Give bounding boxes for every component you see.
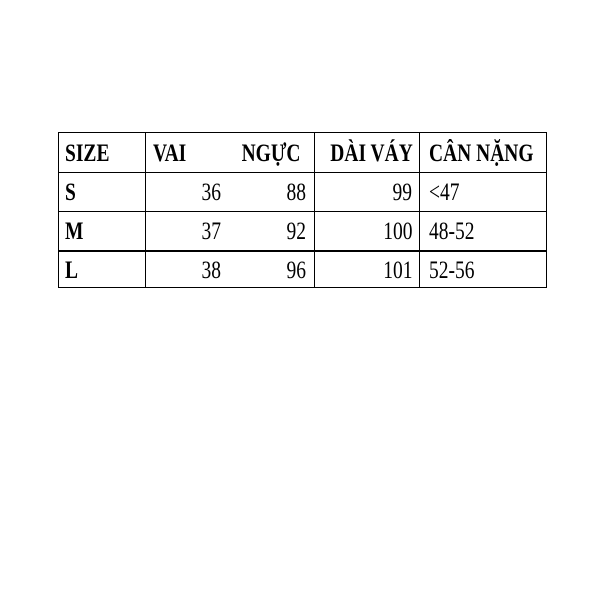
cell-dai-vay: 100	[382, 218, 412, 245]
cell-vai: 36	[201, 179, 222, 206]
header-can-nang: CÂN NẶNG	[429, 140, 534, 167]
cell-can-nang: 52-56	[429, 257, 475, 284]
size-table: SIZE VAI NGỰC DÀI VÁY CÂN NẶNG S 36 88 9…	[58, 132, 547, 288]
header-dai-vay: DÀI VÁY	[330, 140, 413, 167]
cell-can-nang: <47	[429, 179, 460, 206]
header-size: SIZE	[65, 140, 110, 167]
row-divider	[59, 250, 546, 252]
cell-dai-vay: 99	[392, 179, 413, 206]
cell-nguc: 96	[286, 257, 307, 284]
cell-nguc: 92	[286, 218, 307, 245]
column-divider	[419, 133, 420, 287]
cell-dai-vay: 101	[382, 257, 412, 284]
cell-nguc: 88	[286, 179, 307, 206]
cell-vai: 38	[201, 257, 222, 284]
row-divider	[59, 211, 546, 212]
header-vai: VAI	[153, 140, 187, 167]
cell-size: S	[65, 179, 76, 206]
header-nguc: NGỰC	[241, 140, 300, 167]
row-divider	[59, 172, 546, 173]
cell-size: M	[65, 218, 84, 245]
cell-can-nang: 48-52	[429, 218, 475, 245]
column-divider	[314, 133, 315, 287]
cell-size: L	[65, 257, 79, 284]
column-divider	[145, 133, 146, 287]
cell-vai: 37	[201, 218, 222, 245]
